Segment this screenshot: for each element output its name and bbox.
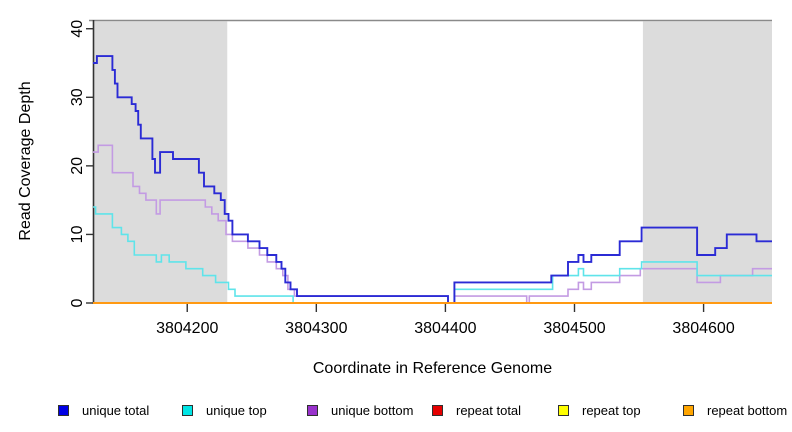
legend-label: unique total xyxy=(82,402,150,418)
x-tick-label: 3804500 xyxy=(543,320,605,337)
series-line-unique-total xyxy=(93,55,772,304)
legend-item-unique-top: unique top xyxy=(182,401,267,419)
legend-item-repeat-total: repeat total xyxy=(432,401,521,419)
legend-swatch-unique-bottom xyxy=(307,404,318,416)
legend-item-repeat-bottom: repeat bottom xyxy=(683,401,787,419)
y-tick-label: 10 xyxy=(69,225,86,243)
x-tick-label: 3804400 xyxy=(414,320,476,337)
legend-label: unique bottom xyxy=(331,402,414,418)
y-tick-label: 0 xyxy=(69,298,86,307)
y-tick-label: 20 xyxy=(69,157,86,175)
x-tick-label: 3804600 xyxy=(672,320,734,337)
legend-label: repeat top xyxy=(582,402,641,418)
right-repeat-region xyxy=(642,21,772,302)
legend-swatch-repeat-bottom xyxy=(683,404,694,416)
x-tick-label: 3804300 xyxy=(285,320,347,337)
legend-item-unique-bottom: unique bottom xyxy=(307,401,413,419)
y-tick-label: 30 xyxy=(69,88,86,106)
legend-label: repeat bottom xyxy=(707,402,788,418)
legend-label: unique top xyxy=(206,402,267,418)
x-tick-label: 3804200 xyxy=(156,320,218,337)
legend: unique total unique top unique bottom repea… xyxy=(0,401,792,423)
legend-swatch-repeat-total xyxy=(432,404,443,416)
series-line-unique-bottom xyxy=(93,144,772,304)
legend-swatch-unique-top xyxy=(182,404,193,416)
series-line-unique-top xyxy=(93,206,772,304)
y-axis-title: Read Coverage Depth xyxy=(17,81,34,241)
legend-label: repeat total xyxy=(456,402,522,418)
legend-item-unique-total: unique total xyxy=(58,401,149,419)
legend-swatch-repeat-top xyxy=(558,404,569,416)
x-axis-title: Coordinate in Reference Genome xyxy=(312,360,553,377)
legend-swatch-unique-total xyxy=(58,404,69,416)
y-tick-label: 40 xyxy=(69,20,86,38)
legend-item-repeat-top: repeat top xyxy=(558,401,641,419)
